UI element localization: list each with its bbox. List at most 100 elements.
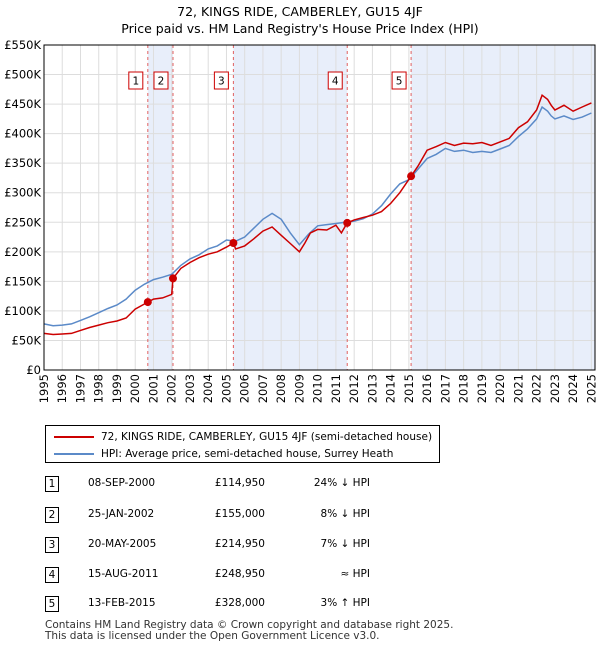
y-tick-label: £300K <box>4 186 41 200</box>
x-tick-label: 2000 <box>128 374 142 403</box>
legend-swatch-hpi <box>54 453 94 455</box>
sale-point <box>229 238 238 247</box>
y-tick-label: £400K <box>4 127 41 141</box>
sale-label-number: 4 <box>332 76 339 88</box>
y-tick-label: £450K <box>4 97 41 111</box>
x-tick-label: 1995 <box>37 374 51 403</box>
transaction-price: £248,950 <box>214 568 265 580</box>
sale-point <box>407 172 416 181</box>
transaction-date: 08-SEP-2000 <box>88 477 156 489</box>
x-tick-label: 1999 <box>110 374 124 403</box>
transaction-hpi: 24% ↓ HPI <box>313 477 370 489</box>
sale-marker-lines <box>147 45 412 370</box>
transaction-number: 1 <box>45 476 59 492</box>
transaction-hpi: 3% ↑ HPI <box>320 597 370 609</box>
sale-label-number: 5 <box>396 76 403 88</box>
y-tick-label: £350K <box>4 156 41 170</box>
sale-label-box <box>213 71 229 90</box>
sale-label-number: 2 <box>158 76 165 88</box>
shaded-span <box>411 45 595 370</box>
x-tick-label: 2019 <box>475 374 489 403</box>
price-chart: 1 2 3 4 5 £0 £50K £100K £150K £200K £250K £300K £35… <box>4 38 598 403</box>
y-tick-label: £150K <box>4 274 41 288</box>
chart-title: 72, KINGS RIDE, CAMBERLEY, GU15 4JF Pric… <box>0 3 600 37</box>
transaction-price: £214,950 <box>214 538 265 550</box>
transaction-number: 4 <box>45 567 59 583</box>
x-tick-label: 2005 <box>219 374 233 403</box>
transaction-date: 25-JAN-2002 <box>88 508 155 520</box>
legend: 72, KINGS RIDE, CAMBERLEY, GU15 4JF (sem… <box>45 425 440 463</box>
legend-swatch-property <box>54 436 94 438</box>
sale-label-box <box>327 71 343 90</box>
transaction-price: £155,000 <box>214 508 265 520</box>
transaction-date: 20-MAY-2005 <box>88 538 157 550</box>
footer-line-2: This data is licensed under the Open Gov… <box>45 630 380 642</box>
x-tick-label: 2015 <box>402 374 416 403</box>
x-tick-label: 2016 <box>420 374 434 403</box>
x-tick-label: 1996 <box>55 374 69 403</box>
x-tick-label: 2001 <box>146 374 160 403</box>
x-tick-label: 2013 <box>365 374 379 403</box>
transaction-price: £114,950 <box>214 477 265 489</box>
shaded-periods <box>147 45 595 370</box>
x-tick-label: 2022 <box>530 374 544 403</box>
footer-note: Contains HM Land Registry data © Crown c… <box>45 620 453 642</box>
y-tick-label: £500K <box>4 68 41 82</box>
transaction-number: 3 <box>45 537 59 553</box>
sale-point <box>343 218 352 227</box>
x-tick-label: 2025 <box>584 374 598 403</box>
legend-label-hpi: HPI: Average price, semi-detached house,… <box>101 448 394 460</box>
transaction-date: 13-FEB-2015 <box>88 597 156 609</box>
x-tick-label: 2012 <box>347 374 361 403</box>
sale-labels: 1 2 3 4 5 <box>128 71 407 90</box>
y-tick-label: £250K <box>4 215 41 229</box>
x-tick-label: 2023 <box>548 374 562 403</box>
x-tick-label: 2014 <box>384 374 398 403</box>
x-tick-label: 2006 <box>238 374 252 403</box>
sale-label-box <box>391 71 407 90</box>
x-tick-label: 2007 <box>256 374 270 403</box>
sale-point <box>168 274 177 283</box>
title-line-1: 72, KINGS RIDE, CAMBERLEY, GU15 4JF <box>177 4 423 19</box>
transaction-number: 5 <box>45 596 59 612</box>
y-tick-label: £550K <box>4 38 41 52</box>
x-tick-label: 2011 <box>329 374 343 403</box>
x-tick-label: 2002 <box>165 374 179 403</box>
transaction-price: £328,000 <box>214 597 265 609</box>
x-tick-label: 2010 <box>311 374 325 403</box>
transaction-number: 2 <box>45 507 59 523</box>
axes: £0 £50K £100K £150K £200K £250K £300K £350K £400… <box>4 38 598 403</box>
sale-point <box>143 298 152 307</box>
x-tick-label: 1998 <box>92 374 106 403</box>
x-tick-label: 2008 <box>274 374 288 403</box>
sale-label-box <box>153 71 169 90</box>
y-tick-label: £50K <box>12 333 42 347</box>
shaded-span <box>233 45 348 370</box>
sale-label-number: 1 <box>132 76 139 88</box>
plot-frame <box>43 44 596 371</box>
sale-label-number: 3 <box>218 76 225 88</box>
y-tick-label: £0 <box>26 363 41 377</box>
transaction-hpi: 7% ↓ HPI <box>320 538 370 550</box>
transaction-hpi: ≈ HPI <box>340 568 370 580</box>
x-tick-label: 2017 <box>438 374 452 403</box>
transaction-hpi: 8% ↓ HPI <box>320 508 370 520</box>
x-tick-label: 2021 <box>511 374 525 403</box>
shaded-span <box>147 45 173 370</box>
x-tick-label: 2024 <box>566 374 580 403</box>
sale-points <box>143 172 416 307</box>
sale-label-box <box>128 71 144 90</box>
x-tick-label: 1997 <box>73 374 87 403</box>
transaction-date: 15-AUG-2011 <box>88 568 159 580</box>
hpi-line <box>43 105 592 327</box>
x-tick-label: 2003 <box>183 374 197 403</box>
x-tick-label: 2018 <box>457 374 471 403</box>
footer-line-1: Contains HM Land Registry data © Crown c… <box>45 619 454 631</box>
y-tick-label: £200K <box>4 245 41 259</box>
y-tick-label: £100K <box>4 304 41 318</box>
x-tick-label: 2020 <box>493 374 507 403</box>
x-tick-label: 2004 <box>201 374 215 403</box>
legend-label-property: 72, KINGS RIDE, CAMBERLEY, GU15 4JF (sem… <box>101 431 433 443</box>
title-line-2: Price paid vs. HM Land Registry's House … <box>121 21 479 36</box>
x-tick-label: 2009 <box>292 374 306 403</box>
